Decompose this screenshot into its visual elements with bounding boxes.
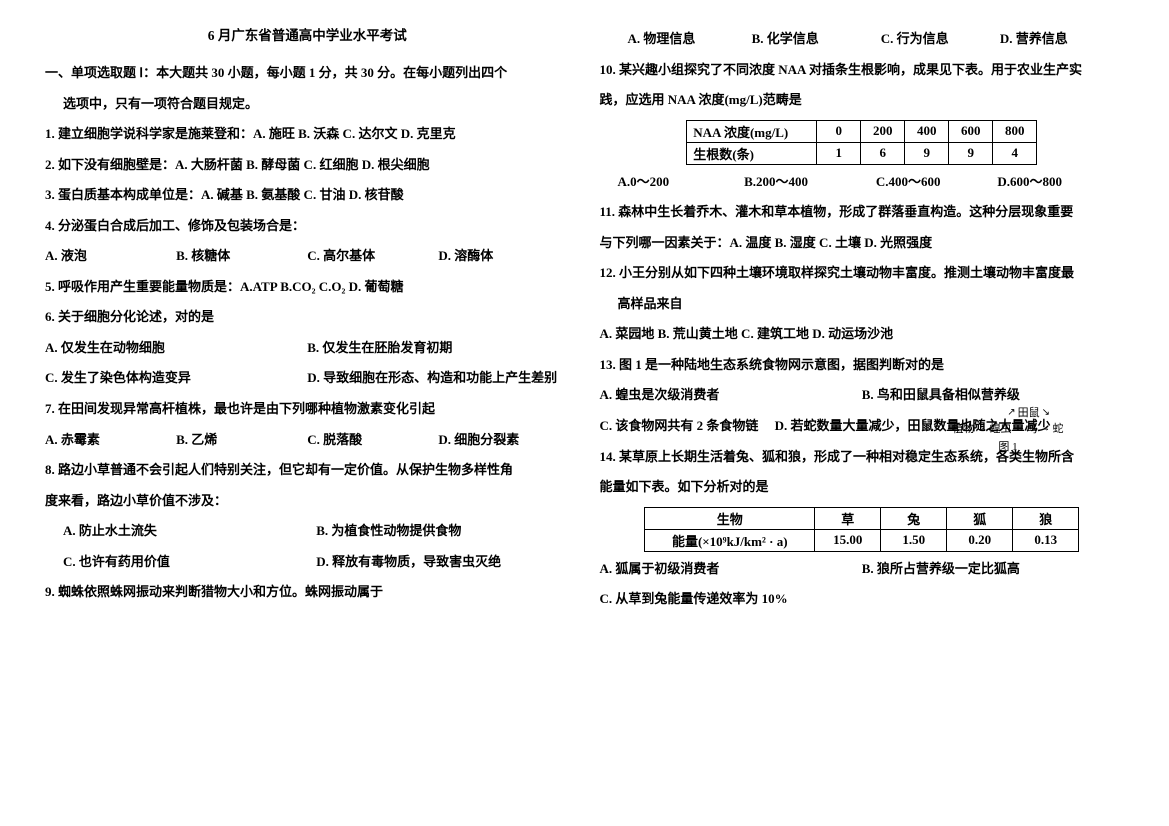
q6: 6. 关于细胞分化论述，对的是 <box>45 302 570 333</box>
q14-a: A. 狐属于初级消费者 <box>600 554 862 585</box>
table-row: NAA 浓度(mg/L) 0 200 400 600 800 <box>687 120 1037 142</box>
q9-d: D. 营养信息 <box>1000 24 1124 55</box>
q6-c: C. 发生了染色体构造变异 <box>45 363 307 394</box>
energy-v1: 1.50 <box>881 529 947 551</box>
diag-node-snake: 蛇 <box>1053 420 1064 436</box>
q9: 9. 蜘蛛依照蛛网振动来判断猎物大小和方位。蛛网振动属于 <box>45 577 570 608</box>
q11-cont: 与下列哪一因素关于：A. 温度 B. 湿度 C. 土壤 D. 光照强度 <box>600 228 1125 259</box>
q7: 7. 在田间发现异常高杆植株，最也许是由下列哪种植物激素变化引起 <box>45 394 570 425</box>
naa-c0: 0 <box>817 120 861 142</box>
q8-a4: D. 释放有毒物质，导致害虫灭绝 <box>316 547 569 578</box>
table-energy: 生物 草 兔 狐 狼 能量(×10⁹kJ/km² · a) 15.00 1.50… <box>644 507 1079 552</box>
table-row: 生物 草 兔 狐 狼 <box>645 507 1079 529</box>
q7-c: C. 脱落酸 <box>307 425 438 456</box>
food-web-diagram: ↗ 田鼠 ↘ 植物→ 蝗虫→ 鸟→ 蛇 图 1 <box>948 404 1068 459</box>
q10-c: C.400～600 <box>876 167 998 198</box>
q8-options-1: A. 防止水土流失 B. 为植食性动物提供食物 <box>45 516 570 547</box>
q7-a: A. 赤霉素 <box>45 425 176 456</box>
q8: 8. 路边小草普通不会引起人们特别关注，但它却有一定价值。从保护生物多样性角 <box>45 455 570 486</box>
diag-node-plant: 植物 <box>953 420 975 436</box>
q9-options: A. 物理信息 B. 化学信息 C. 行为信息 D. 营养信息 <box>600 24 1125 55</box>
q10-options: A.0～200 B.200～400 C.400～600 D.600～800 <box>600 167 1125 198</box>
q11: 11. 森林中生长着乔木、灌木和草本植物，形成了群落垂直构造。这种分层现象重要 <box>600 197 1125 228</box>
q7-d: D. 细胞分裂素 <box>438 425 569 456</box>
root-v4: 4 <box>993 142 1037 164</box>
bio-header: 生物 <box>645 507 815 529</box>
naa-c2: 400 <box>905 120 949 142</box>
root-v2: 9 <box>905 142 949 164</box>
q10-cont: 践，应选用 NAA 浓度(mg/L)范畴是 <box>600 85 1125 116</box>
q6-a: A. 仅发生在动物细胞 <box>45 333 307 364</box>
q12-options: A. 菜园地 B. 荒山黄土地 C. 建筑工地 D. 动运场沙池 <box>600 319 1125 350</box>
bio-c1: 兔 <box>881 507 947 529</box>
energy-v0: 15.00 <box>815 529 881 551</box>
q8-cont: 度来看，路边小草价值不涉及： <box>45 486 570 517</box>
table-naa: NAA 浓度(mg/L) 0 200 400 600 800 生根数(条) 1 … <box>686 120 1037 165</box>
root-header: 生根数(条) <box>687 142 817 164</box>
diagram-label: 图 1 <box>948 438 1068 454</box>
q1: 1. 建立细胞学说科学家是施莱登和：A. 施旺 B. 沃森 C. 达尔文 D. … <box>45 119 570 150</box>
q7-options: A. 赤霉素 B. 乙烯 C. 脱落酸 D. 细胞分裂素 <box>45 425 570 456</box>
root-v1: 6 <box>861 142 905 164</box>
energy-v3: 0.13 <box>1013 529 1079 551</box>
q10: 10. 某兴趣小组探究了不同浓度 NAA 对插条生根影响，成果见下表。用于农业生… <box>600 55 1125 86</box>
exam-title: 6 月广东省普通高中学业水平考试 <box>45 24 570 44</box>
q14-b: B. 狼所占营养级一定比狐高 <box>862 554 1124 585</box>
q8-a3: C. 也许有药用价值 <box>63 547 316 578</box>
naa-c1: 200 <box>861 120 905 142</box>
q13-a: A. 蝗虫是次级消费者 <box>600 380 862 411</box>
naa-header: NAA 浓度(mg/L) <box>687 120 817 142</box>
q10-d: D.600～800 <box>997 167 1124 198</box>
q9-a: A. 物理信息 <box>628 24 752 55</box>
table-row: 能量(×10⁹kJ/km² · a) 15.00 1.50 0.20 0.13 <box>645 529 1079 551</box>
q12-cont: 高样品来自 <box>600 289 1125 320</box>
bio-c3: 狼 <box>1013 507 1079 529</box>
q8-a1: A. 防止水土流失 <box>63 516 316 547</box>
q10-a: A.0～200 <box>618 167 745 198</box>
q8-options-2: C. 也许有药用价值 D. 释放有毒物质，导致害虫灭绝 <box>45 547 570 578</box>
q7-b: B. 乙烯 <box>176 425 307 456</box>
table-row: 生根数(条) 1 6 9 9 4 <box>687 142 1037 164</box>
q13: 13. 图 1 是一种陆地生态系统食物网示意图，据图判断对的是 <box>600 350 1125 381</box>
q10-b: B.200～400 <box>744 167 876 198</box>
diag-node-bird: 鸟 <box>1027 420 1038 436</box>
q6-d: D. 导致细胞在形态、构造和功能上产生差别 <box>307 363 569 394</box>
energy-v2: 0.20 <box>947 529 1013 551</box>
diag-node-locust: 蝗虫 <box>990 420 1012 436</box>
q4-d: D. 溶酶体 <box>438 241 569 272</box>
q4-options: A. 液泡 B. 核糖体 C. 高尔基体 D. 溶酶体 <box>45 241 570 272</box>
q14-c: C. 从草到兔能量传递效率为 10% <box>600 584 1125 615</box>
q6-options-1: A. 仅发生在动物细胞 B. 仅发生在胚胎发育初期 <box>45 333 570 364</box>
q9-c: C. 行为信息 <box>881 24 1000 55</box>
q9-b: B. 化学信息 <box>752 24 881 55</box>
energy-header: 能量(×10⁹kJ/km² · a) <box>645 529 815 551</box>
q4-b: B. 核糖体 <box>176 241 307 272</box>
bio-c2: 狐 <box>947 507 1013 529</box>
q12: 12. 小王分别从如下四种土壤环境取样探究土壤动物丰富度。推测土壤动物丰富度最 <box>600 258 1125 289</box>
q4: 4. 分泌蛋白合成后加工、修饰及包装场合是： <box>45 211 570 242</box>
section-intro-1: 一、单项选取题 Ⅰ：本大题共 30 小题，每小题 1 分，共 30 分。在每小题… <box>45 58 570 89</box>
q6-b: B. 仅发生在胚胎发育初期 <box>307 333 569 364</box>
q3: 3. 蛋白质基本构成单位是：A. 碱基 B. 氨基酸 C. 甘油 D. 核苷酸 <box>45 180 570 211</box>
q2: 2. 如下没有细胞壁是：A. 大肠杆菌 B. 酵母菌 C. 红细胞 D. 根尖细… <box>45 150 570 181</box>
naa-c4: 800 <box>993 120 1037 142</box>
q14-cont: 能量如下表。如下分析对的是 <box>600 472 1125 503</box>
q4-c: C. 高尔基体 <box>307 241 438 272</box>
q4-a: A. 液泡 <box>45 241 176 272</box>
root-v0: 1 <box>817 142 861 164</box>
root-v3: 9 <box>949 142 993 164</box>
q5: 5. 呼吸作用产生重要能量物质是：A.ATP B.CO₂ C.O₂ D. 葡萄糖 <box>45 272 570 303</box>
q13-c: C. 该食物网共有 2 条食物链 <box>600 418 759 433</box>
section-intro-2: 选项中，只有一项符合题目规定。 <box>45 89 570 120</box>
diag-node-mouse: 田鼠 <box>1018 404 1040 420</box>
bio-c0: 草 <box>815 507 881 529</box>
naa-c3: 600 <box>949 120 993 142</box>
q8-a2: B. 为植食性动物提供食物 <box>316 516 569 547</box>
q6-options-2: C. 发生了染色体构造变异 D. 导致细胞在形态、构造和功能上产生差别 <box>45 363 570 394</box>
q14-options-1: A. 狐属于初级消费者 B. 狼所占营养级一定比狐高 <box>600 554 1125 585</box>
